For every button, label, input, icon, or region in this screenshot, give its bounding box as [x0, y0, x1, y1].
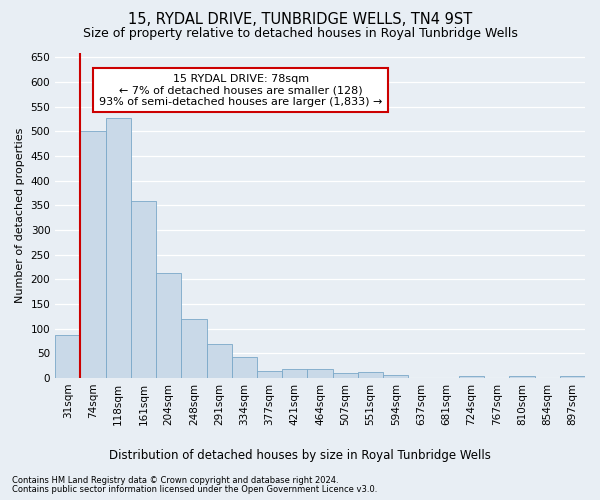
Bar — [358, 372, 383, 378]
Bar — [282, 369, 307, 378]
Bar — [156, 274, 181, 378]
Text: 15 RYDAL DRIVE: 78sqm
← 7% of detached houses are smaller (128)
93% of semi-deta: 15 RYDAL DRIVE: 78sqm ← 7% of detached h… — [99, 74, 382, 107]
Bar — [106, 118, 131, 378]
Bar — [55, 334, 80, 378]
Text: Distribution of detached houses by size in Royal Tunbridge Wells: Distribution of detached houses by size … — [109, 448, 491, 462]
Bar — [80, 132, 106, 378]
Bar — [332, 373, 358, 378]
Bar — [383, 374, 409, 378]
Bar — [307, 369, 332, 378]
Y-axis label: Number of detached properties: Number of detached properties — [15, 128, 25, 303]
Bar — [181, 319, 206, 378]
Bar — [560, 376, 585, 378]
Text: Size of property relative to detached houses in Royal Tunbridge Wells: Size of property relative to detached ho… — [83, 28, 517, 40]
Bar — [206, 344, 232, 378]
Text: 15, RYDAL DRIVE, TUNBRIDGE WELLS, TN4 9ST: 15, RYDAL DRIVE, TUNBRIDGE WELLS, TN4 9S… — [128, 12, 472, 28]
Bar — [459, 376, 484, 378]
Text: Contains HM Land Registry data © Crown copyright and database right 2024.: Contains HM Land Registry data © Crown c… — [12, 476, 338, 485]
Bar — [509, 376, 535, 378]
Bar — [131, 202, 156, 378]
Bar — [257, 370, 282, 378]
Text: Contains public sector information licensed under the Open Government Licence v3: Contains public sector information licen… — [12, 485, 377, 494]
Bar — [232, 358, 257, 378]
